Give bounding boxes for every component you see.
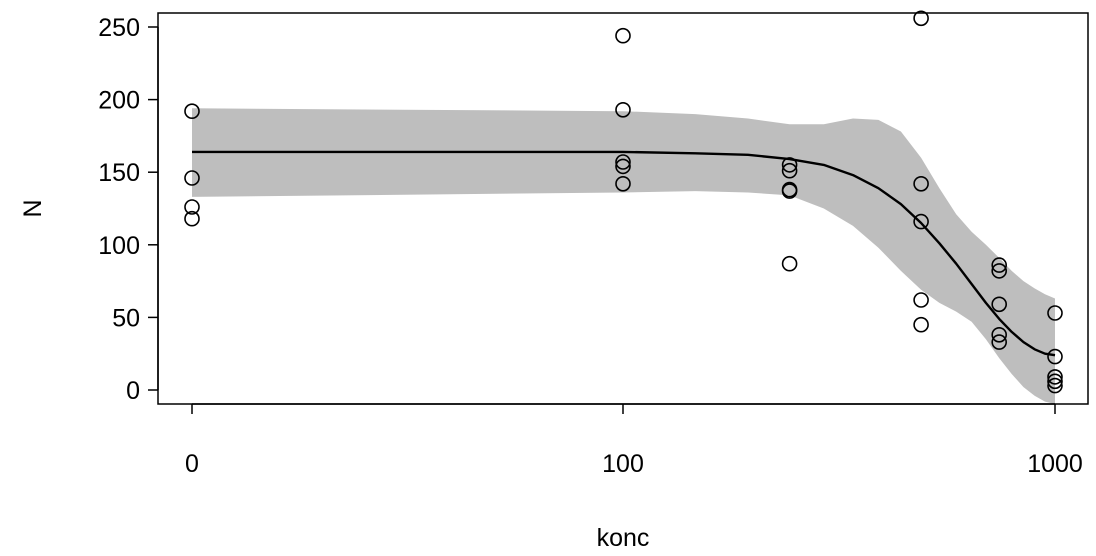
data-point	[781, 255, 798, 272]
data-point	[781, 162, 798, 179]
data-point	[913, 176, 929, 192]
x-tick-label: 0	[185, 450, 199, 478]
data-point	[913, 316, 929, 333]
data-points	[184, 10, 1063, 394]
data-point	[615, 158, 631, 175]
data-point	[184, 170, 200, 186]
data-point	[184, 199, 200, 215]
data-point	[615, 176, 631, 192]
data-point	[1047, 305, 1063, 321]
data-point	[991, 257, 1008, 273]
data-point	[615, 27, 631, 44]
confidence-band	[192, 108, 1055, 405]
data-point	[615, 154, 631, 170]
y-tick-label: 200	[98, 87, 140, 115]
y-tick-label: 250	[98, 14, 140, 42]
x-tick-label: 1000	[1027, 450, 1083, 478]
y-axis-title: N	[19, 199, 47, 217]
data-point	[991, 326, 1008, 343]
data-point	[991, 263, 1008, 279]
y-tick-label: 50	[112, 304, 140, 332]
x-axis-title: konc	[597, 524, 650, 552]
data-point	[1047, 373, 1063, 390]
data-point	[1047, 377, 1063, 394]
data-point	[1047, 369, 1063, 385]
data-point	[781, 183, 798, 199]
data-point	[781, 157, 798, 173]
data-point	[184, 103, 200, 119]
y-tick-label: 0	[126, 377, 140, 405]
y-axis: 0 50 100 150 200 250	[98, 14, 159, 405]
confidence-band-area	[192, 108, 1055, 405]
fit-curve-layer	[192, 150, 1056, 357]
x-tick-label: 100	[602, 450, 644, 478]
data-point	[991, 334, 1008, 350]
data-point	[184, 210, 200, 227]
data-point	[991, 296, 1008, 313]
y-tick-label: 150	[98, 159, 140, 187]
data-point	[1047, 348, 1063, 365]
x-axis: 0 100 1000	[185, 403, 1083, 478]
data-point	[913, 292, 929, 308]
fit-curve	[192, 150, 1056, 357]
data-point	[913, 10, 929, 27]
y-tick-label: 100	[98, 232, 140, 260]
data-point	[615, 102, 631, 118]
data-point	[913, 213, 929, 230]
